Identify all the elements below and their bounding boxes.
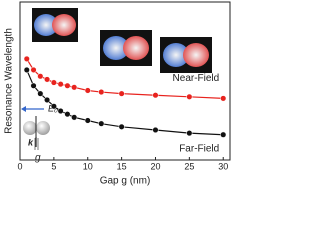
data-point xyxy=(44,76,51,83)
x-tick-label: 30 xyxy=(218,161,228,171)
gap-label: g xyxy=(35,153,41,164)
data-point xyxy=(30,66,37,73)
data-point xyxy=(71,114,78,121)
x-axis-label: Gap g (nm) xyxy=(100,176,151,187)
data-point xyxy=(118,90,125,97)
x-tick-label: 10 xyxy=(83,161,93,171)
data-point xyxy=(44,96,51,104)
dimer-images xyxy=(21,8,212,150)
data-point xyxy=(50,103,57,110)
data-point xyxy=(152,92,159,99)
data-point xyxy=(220,131,227,138)
data-point xyxy=(152,126,159,134)
y-axis-label: Resonance Wavelength xyxy=(4,28,15,134)
data-point xyxy=(98,89,105,96)
x-tick-label: 5 xyxy=(51,161,56,171)
data-point xyxy=(30,82,37,89)
series-label: Near-Field xyxy=(173,73,220,84)
x-tick-label: 20 xyxy=(150,161,160,171)
data-point xyxy=(84,87,91,94)
plot-frame xyxy=(19,1,231,161)
data-point xyxy=(220,95,227,102)
data-point xyxy=(98,120,105,127)
x-tick-label: 25 xyxy=(184,161,194,171)
data-point xyxy=(64,111,71,118)
k-label: k xyxy=(28,137,34,147)
data-point xyxy=(37,90,44,97)
data-point xyxy=(23,66,30,73)
chart: E₀ k g Gap g (nm) Resonance Wavelength 0… xyxy=(4,1,231,187)
data-point xyxy=(71,84,78,91)
data-point xyxy=(50,79,57,86)
data-point xyxy=(23,55,30,62)
data-point xyxy=(57,107,64,115)
series-label: Far-Field xyxy=(179,143,219,154)
data-point xyxy=(186,130,193,137)
data-point xyxy=(64,82,71,89)
data-point xyxy=(57,81,64,88)
data-point xyxy=(118,123,125,130)
data-point xyxy=(186,93,193,100)
x-tick-label: 15 xyxy=(117,161,127,171)
data-point xyxy=(37,73,44,80)
x-tick-label: 0 xyxy=(17,161,22,171)
data-point xyxy=(84,117,91,124)
